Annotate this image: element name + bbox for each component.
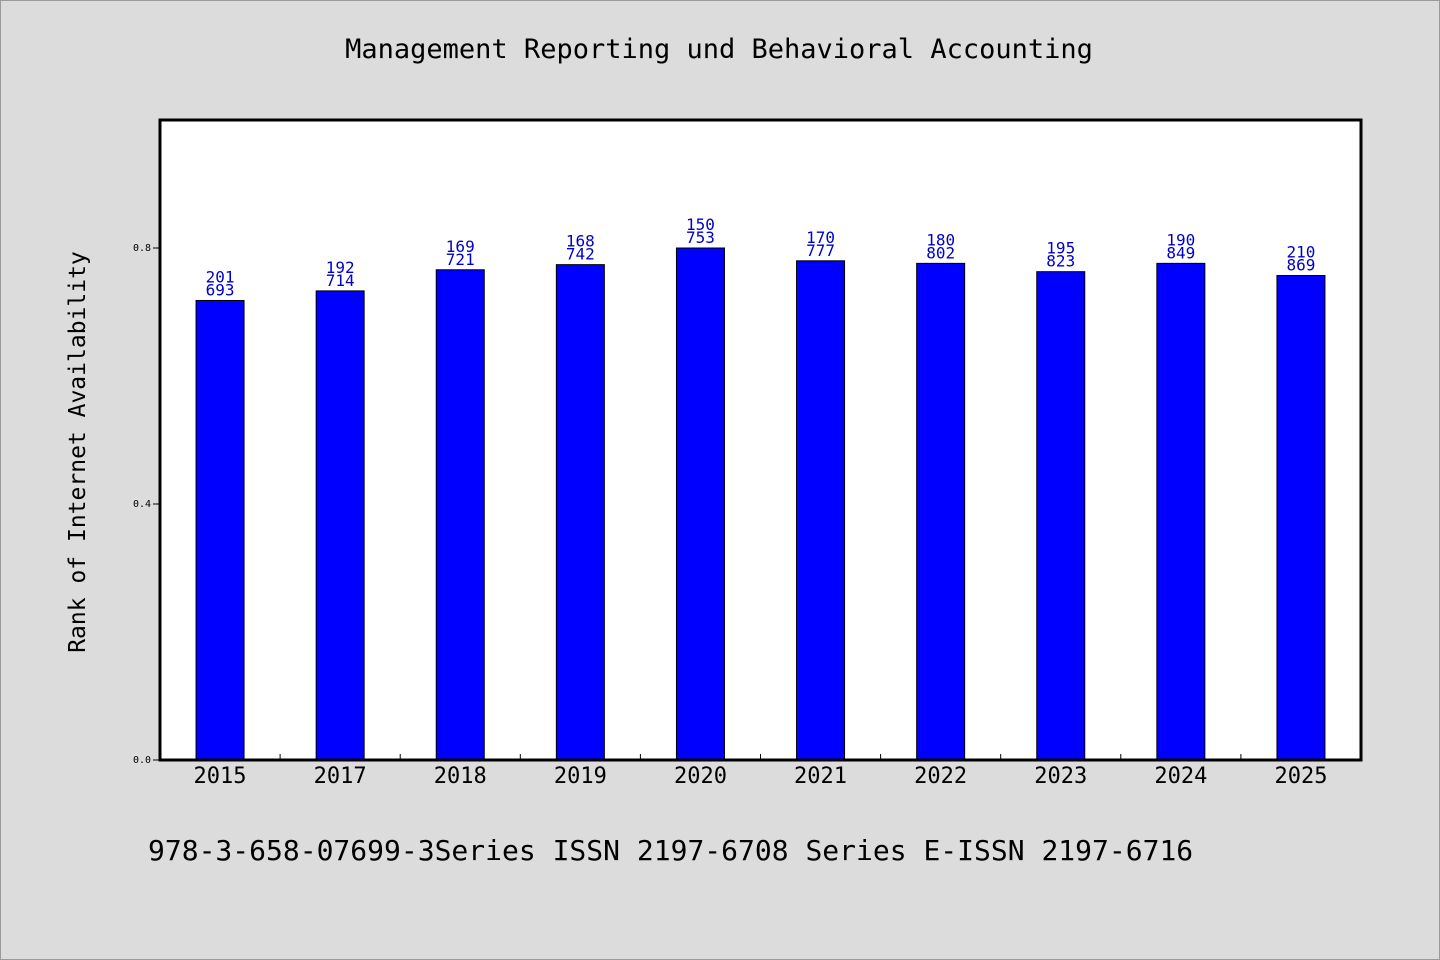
y-tick-label: 0.4 (133, 499, 151, 510)
bar-label-bottom: 753 (686, 228, 715, 247)
bar-label-bottom: 849 (1166, 243, 1195, 262)
bar-label-top: 180 (926, 230, 955, 249)
bar-label-top: 195 (1046, 239, 1075, 258)
bar (1276, 275, 1326, 761)
x-tick-label: 2025 (1274, 764, 1327, 789)
bar-label-top: 192 (326, 258, 355, 277)
x-tick-label: 2015 (194, 764, 247, 789)
x-tick-label: 2017 (314, 764, 367, 789)
footer-isbn-issn: 978-3-658-07699-3Series ISSN 2197-6708 S… (148, 834, 1194, 867)
x-tick-label: 2023 (1034, 764, 1087, 789)
bar-label-bottom: 721 (446, 250, 475, 269)
bar-label-top: 168 (566, 232, 595, 251)
bar (555, 264, 605, 761)
bar (916, 262, 966, 761)
x-tick-label: 2019 (554, 764, 607, 789)
bar-label-top: 210 (1286, 243, 1315, 262)
bar (195, 299, 245, 761)
x-tick-label: 2022 (914, 764, 967, 789)
bar (796, 260, 846, 761)
bar-label-top: 169 (446, 237, 475, 256)
x-tick-label: 2020 (674, 764, 727, 789)
bar-label-bottom: 823 (1046, 252, 1075, 271)
bar (1156, 262, 1206, 761)
bar-label-bottom: 777 (806, 241, 835, 260)
bar-label-top: 201 (206, 267, 235, 286)
y-tick-label: 0.0 (133, 755, 151, 766)
bar (675, 247, 725, 761)
bar (1036, 271, 1086, 761)
y-tick-label: 0.8 (133, 243, 151, 254)
bar-label-top: 190 (1166, 230, 1195, 249)
bar-label-bottom: 802 (926, 243, 955, 262)
bar-label-bottom: 742 (566, 245, 595, 264)
bar-label-bottom: 693 (206, 280, 235, 299)
bar-label-bottom: 869 (1286, 256, 1315, 275)
plot-border (158, 118, 1363, 762)
bar-label-bottom: 714 (326, 271, 355, 290)
x-tick-label: 2024 (1154, 764, 1207, 789)
bar-label-top: 150 (686, 215, 715, 234)
bar (435, 269, 485, 761)
x-tick-label: 2018 (434, 764, 487, 789)
bar-label-top: 170 (806, 228, 835, 247)
bar (315, 290, 365, 761)
x-tick-label: 2021 (794, 764, 847, 789)
chart-title: Management Reporting und Behavioral Acco… (345, 34, 1093, 65)
